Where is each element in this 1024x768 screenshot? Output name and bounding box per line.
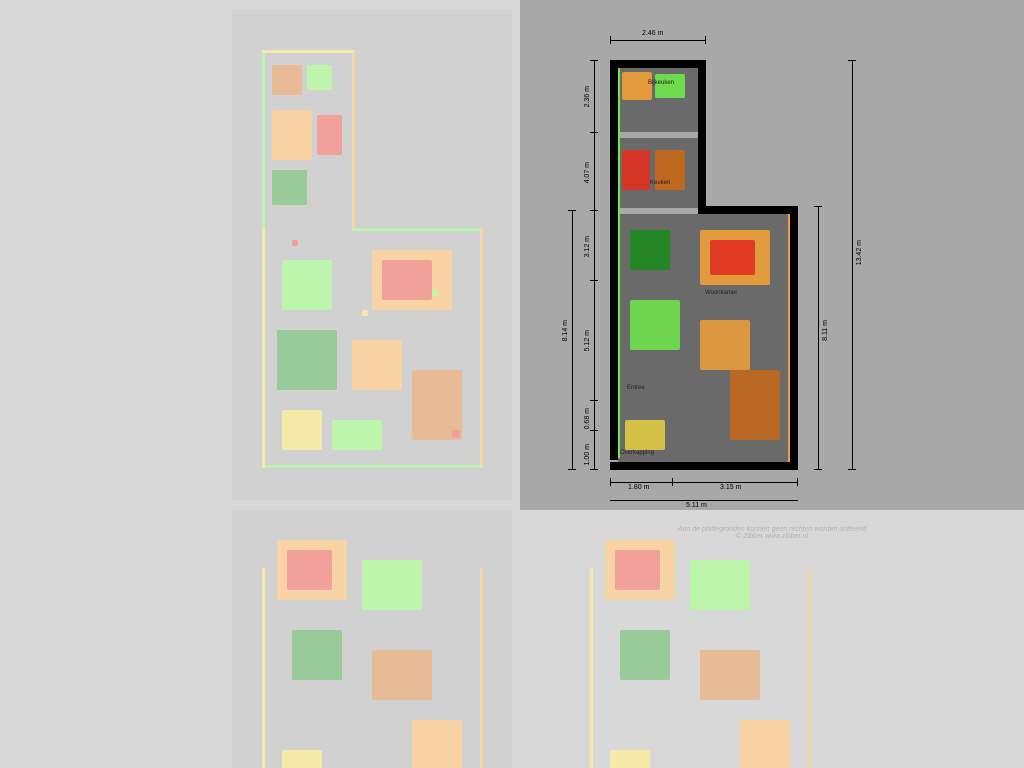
dim-left-seg6: 2.36 m bbox=[584, 86, 591, 107]
dim-right-lower: 8.11 m bbox=[822, 320, 829, 341]
scan-region-3 bbox=[232, 510, 512, 768]
panel-scan-full-faded bbox=[0, 0, 520, 510]
dim-left-seg4: 3.12 m bbox=[584, 236, 591, 257]
label-keuken: Keuken bbox=[650, 180, 670, 186]
dim-left-seg3: 5.12 m bbox=[584, 330, 591, 351]
legal-line2: © Zibber www.zibber.nl bbox=[520, 533, 1024, 540]
label-bijkeuken: Bijkeuken bbox=[648, 80, 674, 86]
floorplan-drawing: Bijkeuken Keuken Entree Overkapping Woon… bbox=[560, 20, 990, 500]
legal-text: Aan de plattegronden kunnen geen rechten… bbox=[520, 526, 1024, 540]
scan-content-1 bbox=[232, 10, 512, 500]
label-woonkamer: Woonkamer bbox=[705, 290, 737, 296]
panel-scan-partial-legal: Aan de plattegronden kunnen geen rechten… bbox=[520, 510, 1024, 768]
label-entree: Entree bbox=[627, 385, 645, 391]
panel-floorplan: Bijkeuken Keuken Entree Overkapping Woon… bbox=[520, 0, 1024, 510]
dim-left-seg5: 4.07 m bbox=[584, 162, 591, 183]
dim-top: 2.46 m bbox=[642, 30, 663, 37]
scan-region-4 bbox=[560, 510, 840, 768]
dim-right-full: 13.42 m bbox=[856, 240, 863, 265]
dim-bottom-total: 5.11 m bbox=[686, 502, 707, 509]
dim-bottom-right: 3.15 m bbox=[720, 484, 741, 491]
scan-region-1 bbox=[232, 10, 512, 500]
dim-bottom-left: 1.80 m bbox=[628, 484, 649, 491]
label-overkapping: Overkapping bbox=[620, 450, 654, 456]
dim-left-seg1: 1.00 m bbox=[584, 444, 591, 465]
panel-scan-partial-faded bbox=[0, 510, 520, 768]
dim-left-seg2: 0.68 m bbox=[584, 408, 591, 429]
legal-line1: Aan de plattegronden kunnen geen rechten… bbox=[520, 526, 1024, 533]
dim-left-full: 8.14 m bbox=[562, 320, 569, 341]
